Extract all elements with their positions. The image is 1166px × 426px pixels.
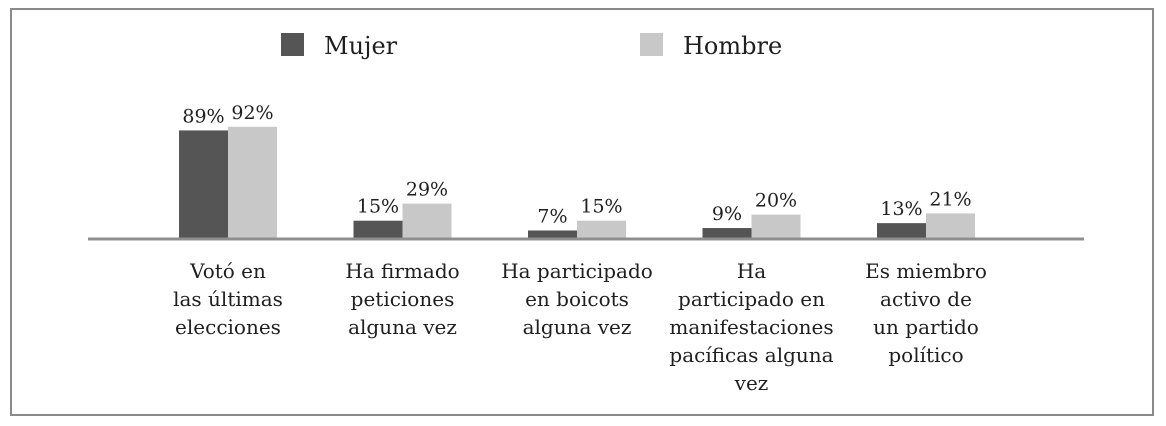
- value-label-hombre-4: 20%: [755, 190, 797, 212]
- category-label-5-line-4: político: [888, 343, 963, 367]
- category-label-5-line-1: Es miembro: [865, 259, 987, 283]
- category-label-4-line-5: vez: [734, 371, 769, 395]
- bar-mujer-3: [528, 230, 577, 239]
- category-label-3-line-2: en boicots: [525, 287, 629, 311]
- category-label-5-line-3: un partido: [873, 315, 979, 339]
- value-label-mujer-3: 7%: [537, 205, 567, 227]
- bar-hombre-3: [577, 220, 626, 239]
- value-label-hombre-2: 29%: [406, 179, 448, 201]
- category-label-1-line-2: las últimas: [173, 287, 283, 311]
- category-label-4-line-4: pacíficas alguna: [669, 343, 833, 367]
- category-label-4-line-3: manifestaciones: [669, 315, 833, 339]
- legend-swatch-mujer: [281, 33, 304, 56]
- value-label-mujer-5: 13%: [880, 198, 922, 220]
- category-label-2-line-1: Ha firmado: [345, 259, 459, 283]
- bar-hombre-5: [926, 213, 975, 239]
- legend-swatch-hombre: [640, 33, 663, 56]
- category-label-3-line-3: alguna vez: [523, 315, 632, 339]
- value-label-mujer-1: 89%: [182, 105, 224, 127]
- category-label-1-line-1: Votó en: [189, 259, 266, 283]
- bar-mujer-2: [353, 220, 403, 239]
- bar-chart: Mujer Hombre 89% 92% Votó en las últimas elecc…: [88, 32, 1084, 395]
- category-label-3-line-1: Ha participado: [501, 259, 653, 283]
- chart-frame: Mujer Hombre 89% 92% Votó en las últimas elecc…: [10, 8, 1154, 416]
- category-label-2-line-3: alguna vez: [348, 315, 457, 339]
- bar-hombre-1: [228, 126, 277, 239]
- category-label-1-line-3: elecciones: [175, 315, 281, 339]
- value-label-mujer-4: 9%: [712, 203, 742, 225]
- legend-label-hombre: Hombre: [683, 32, 782, 60]
- value-label-hombre-3: 15%: [580, 196, 622, 218]
- category-label-4-line-1: Ha: [737, 259, 766, 283]
- bar-mujer-4: [702, 228, 752, 239]
- category-label-4-line-2: participado en: [678, 287, 825, 311]
- value-label-mujer-2: 15%: [357, 196, 399, 218]
- legend-label-mujer: Mujer: [324, 32, 398, 60]
- bar-hombre-4: [751, 214, 801, 239]
- bar-hombre-2: [402, 203, 452, 239]
- category-label-5-line-2: activo de: [880, 287, 972, 311]
- category-label-2-line-2: peticiones: [351, 287, 455, 311]
- bar-mujer-1: [179, 130, 228, 239]
- value-label-hombre-5: 21%: [929, 188, 971, 210]
- value-label-hombre-1: 92%: [231, 102, 273, 124]
- bar-mujer-5: [877, 223, 926, 239]
